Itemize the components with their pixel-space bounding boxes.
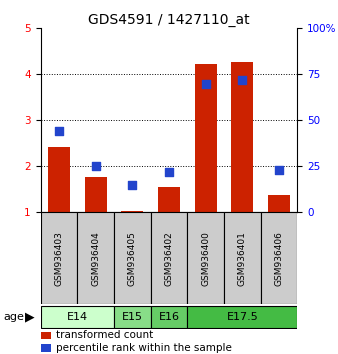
Bar (41, 306, 114, 328)
Bar (232, 62, 254, 212)
Text: ▶: ▶ (25, 310, 35, 323)
Bar (195, 64, 217, 212)
Bar (114, 212, 151, 304)
Point (166, 169, 172, 175)
Bar (48, 147, 70, 212)
Point (129, 182, 135, 188)
Text: transformed count: transformed count (56, 330, 153, 341)
Point (203, 81, 209, 86)
Text: E15: E15 (122, 312, 143, 322)
Bar (77, 212, 114, 304)
Point (240, 77, 245, 83)
Text: GSM936402: GSM936402 (165, 231, 173, 286)
Text: GSM936401: GSM936401 (238, 231, 247, 286)
Bar (84, 177, 106, 212)
Text: age: age (3, 312, 24, 322)
Bar (41, 212, 77, 304)
Text: percentile rank within the sample: percentile rank within the sample (56, 343, 232, 353)
Text: E17.5: E17.5 (226, 312, 258, 322)
Text: GSM936404: GSM936404 (91, 231, 100, 286)
Point (276, 167, 282, 173)
Text: GSM936400: GSM936400 (201, 231, 210, 286)
Bar (151, 306, 187, 328)
Bar (158, 187, 180, 212)
Point (93, 164, 98, 169)
Bar (187, 212, 224, 304)
Bar (151, 212, 187, 304)
Text: GSM936406: GSM936406 (274, 231, 284, 286)
Bar (41, 332, 51, 339)
Point (56, 129, 62, 134)
Bar (41, 344, 51, 352)
Bar (268, 195, 290, 212)
Bar (224, 212, 261, 304)
Bar (261, 212, 297, 304)
Text: GSM936405: GSM936405 (128, 231, 137, 286)
Bar (187, 306, 297, 328)
Text: E16: E16 (159, 312, 179, 322)
Text: GSM936403: GSM936403 (54, 231, 64, 286)
Title: GDS4591 / 1427110_at: GDS4591 / 1427110_at (88, 13, 250, 27)
Bar (114, 306, 151, 328)
Bar (121, 211, 143, 212)
Text: E14: E14 (67, 312, 88, 322)
